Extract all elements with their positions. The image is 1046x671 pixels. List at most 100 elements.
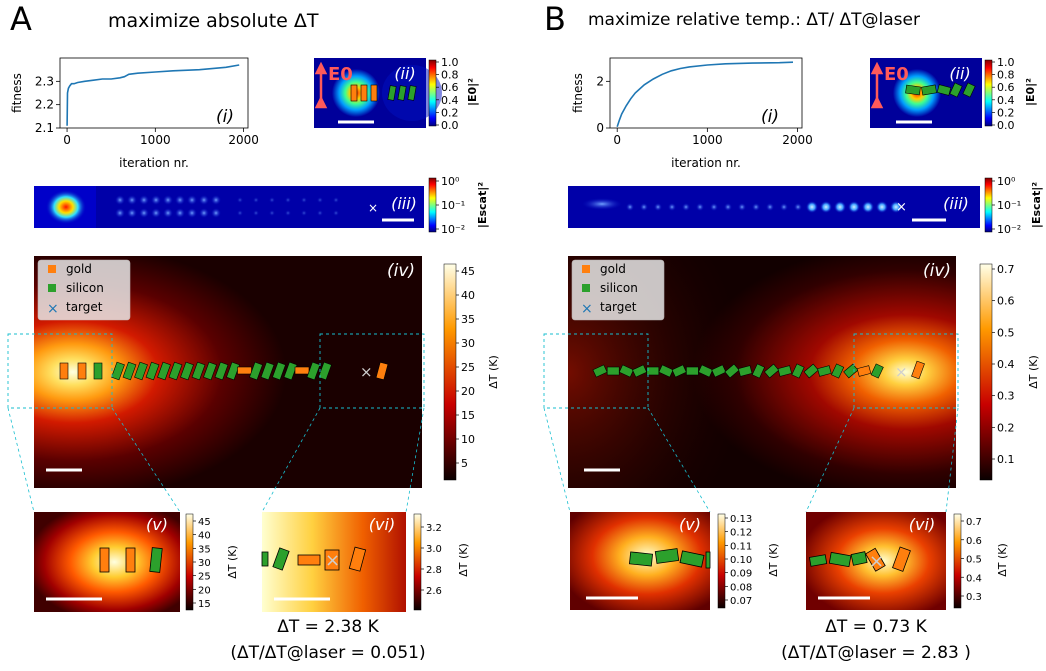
field-spot xyxy=(175,208,185,218)
field-spot xyxy=(794,203,802,211)
colorbar-tick-label-iv-a: 35 xyxy=(461,313,475,326)
field-spot xyxy=(626,203,634,211)
field-spot xyxy=(211,208,221,218)
field-spot xyxy=(163,195,173,205)
zoom-vi-colorbar-label-a: ΔT (K) xyxy=(457,543,470,577)
svg-text:×: × xyxy=(368,201,378,215)
silicon-particle xyxy=(764,363,780,379)
gold-particle xyxy=(77,362,87,380)
zoom-v-b: (v) xyxy=(570,512,711,610)
colorbar-tick-label-iv-a: 20 xyxy=(461,385,475,398)
heat-colorbar-a: 45 40 35 30 25 20 15 10 5 ΔT (K) xyxy=(443,263,500,481)
colorbar-tick-label-escat-b: 10⁻² xyxy=(997,223,1021,236)
silicon-particle xyxy=(751,363,765,379)
colorbar-tick-label-escat-b: 10⁻¹ xyxy=(997,199,1021,212)
heat-colorbar-label-a: ΔT (K) xyxy=(487,355,500,389)
silicon-particle xyxy=(168,361,183,381)
field-spot xyxy=(301,210,307,216)
silicon-particle xyxy=(724,363,740,379)
label-iii-a: (iii) xyxy=(391,194,417,213)
label-ii-a: (ii) xyxy=(394,64,415,83)
silicon-particle xyxy=(803,363,819,379)
legend-b: gold silicon × target xyxy=(571,259,665,321)
field-spot xyxy=(285,210,291,216)
colorbar-tick-label-v-b: 0.11 xyxy=(730,541,752,552)
y-tick-label-a: 2.3 xyxy=(35,74,54,88)
gold-particle xyxy=(911,360,925,380)
y-tick-label-b: 2 xyxy=(596,74,604,88)
field-spot xyxy=(115,208,125,218)
silicon-particle xyxy=(711,364,727,378)
result-a-line1: ΔT = 2.38 K xyxy=(277,617,379,637)
field-spot xyxy=(139,208,149,218)
colorbar-tick-label-iv-a: 30 xyxy=(461,337,475,350)
field-spot xyxy=(682,203,690,211)
colorbar-tick-label-e0-b: 1.0 xyxy=(997,56,1015,69)
colorbar-tick-label-vi-a: 2.8 xyxy=(426,565,442,576)
e0-map-a: E0 (ii) xyxy=(314,58,442,128)
zoom-v-colorbar-label-b: ΔT (K) xyxy=(767,543,780,577)
colorbar-tick-label-escat-b: 10⁰ xyxy=(997,175,1016,188)
colorbar-tick-label-v-b: 0.09 xyxy=(730,569,752,580)
field-spot xyxy=(269,197,275,203)
y-tick-label-b: 0 xyxy=(596,121,604,135)
colorbar-tick-label-iv-a: 45 xyxy=(461,265,475,278)
silicon-particle xyxy=(260,361,275,381)
x-tick-label-a: 1000 xyxy=(140,133,171,147)
heat-map-a: × (iv) gold silicon × target xyxy=(7,256,425,513)
y-tick-label-a: 2.1 xyxy=(35,121,54,135)
silicon-particle xyxy=(632,364,648,378)
legend-target: target xyxy=(66,300,103,314)
colorbar-tick-label-escat-a: 10⁰ xyxy=(441,175,460,188)
zoom-vi-a: × (vi) xyxy=(261,512,406,612)
colorbar-tick-label-vi-a: 3.2 xyxy=(426,523,442,534)
field-spot xyxy=(199,195,209,205)
field-spot xyxy=(890,201,902,213)
silicon-particle xyxy=(686,366,699,376)
field-spot xyxy=(237,197,243,203)
e0-label-b: E0 xyxy=(884,64,909,85)
label-ii-b: (ii) xyxy=(949,64,970,83)
silicon-particle xyxy=(671,364,687,378)
x-tick-label-b: 2000 xyxy=(782,133,813,147)
zoom-box-left-b xyxy=(543,333,649,409)
silicon-particle xyxy=(306,361,321,381)
svg-text:×: × xyxy=(896,200,907,215)
field-spot xyxy=(654,203,662,211)
colorbar-tick-label-v-b: 0.07 xyxy=(730,596,752,607)
fitness-curve-b xyxy=(616,61,794,128)
fitness-plot-b-frame xyxy=(609,57,803,129)
svg-text:×: × xyxy=(325,550,340,571)
field-spot xyxy=(211,195,221,205)
label-iv-b: (iv) xyxy=(923,261,951,281)
zoom-v-colorbar-b: 0.13 0.12 0.11 0.10 0.09 0.08 0.07 ΔT (K) xyxy=(717,513,780,609)
colorbar-tick-label-v-b: 0.13 xyxy=(730,514,752,525)
panel-title-a: maximize absolute ΔT xyxy=(108,10,319,32)
colorbar-tick-label-vi-b: 0.5 xyxy=(966,555,982,566)
legend-gold: gold xyxy=(66,262,92,276)
legend-silicon-marker xyxy=(582,284,590,292)
colorbar-tick-label-v-b: 0.10 xyxy=(730,555,752,566)
silicon-particle xyxy=(111,361,125,381)
xlabel-b: iteration nr. xyxy=(671,156,741,170)
e0-label-a: E0 xyxy=(328,64,353,85)
colorbar-tick-label-v-b: 0.08 xyxy=(730,582,752,593)
field-spot xyxy=(333,197,339,203)
colorbar-tick-label-iv-b: 0.6 xyxy=(997,295,1015,308)
zoom-vi-colorbar-label-b: ΔT (K) xyxy=(996,543,1009,577)
fitness-plot-a: 0 1000 2000 2.1 2.2 2.3 (i) iteration nr. fit… xyxy=(10,57,259,170)
heat-colorbar-label-b: ΔT (K) xyxy=(1027,355,1040,389)
legend-silicon: silicon xyxy=(600,281,638,295)
colorbar-tick-label-iv-a: 25 xyxy=(461,361,475,374)
field-spot xyxy=(752,203,760,211)
svg-text:×: × xyxy=(869,551,884,572)
legend-target: target xyxy=(600,300,637,314)
field-spot xyxy=(333,210,339,216)
e0-colorbar-label-b: |E0|² xyxy=(1024,78,1037,106)
legend-target-marker: × xyxy=(47,301,59,317)
field-spot xyxy=(139,195,149,205)
silicon-particle xyxy=(870,363,884,379)
gold-particle xyxy=(375,361,389,381)
label-vi-a: (vi) xyxy=(369,515,395,534)
colorbar-tick-label-vi-b: 0.4 xyxy=(966,573,982,584)
